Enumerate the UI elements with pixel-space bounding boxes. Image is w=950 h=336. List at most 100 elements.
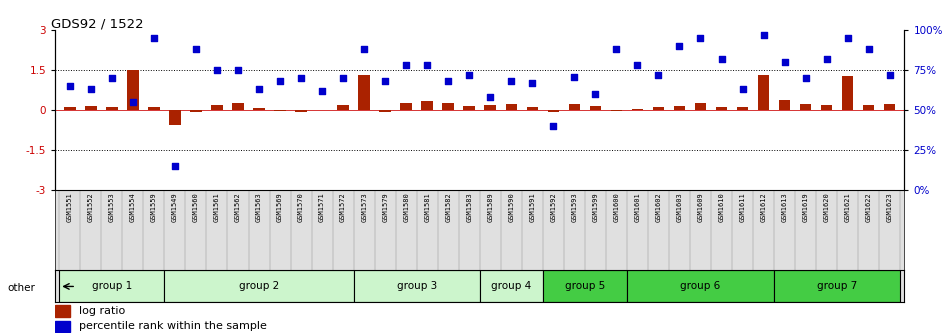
Point xyxy=(672,44,687,49)
Bar xyxy=(863,105,874,110)
Bar xyxy=(127,70,139,110)
Bar xyxy=(295,110,307,112)
Bar xyxy=(148,107,160,110)
Text: percentile rank within the sample: percentile rank within the sample xyxy=(79,321,267,331)
Bar xyxy=(353,270,480,302)
Bar xyxy=(715,107,728,110)
Text: GSM1580: GSM1580 xyxy=(403,192,409,222)
Point xyxy=(314,88,330,94)
Point xyxy=(609,47,624,52)
Point xyxy=(146,36,162,41)
Text: GSM1590: GSM1590 xyxy=(508,192,514,222)
Bar xyxy=(758,76,770,110)
Bar xyxy=(379,110,391,112)
Point xyxy=(777,59,792,65)
Text: GSM1570: GSM1570 xyxy=(298,192,304,222)
Text: GSM1589: GSM1589 xyxy=(487,192,493,222)
Point xyxy=(693,36,708,41)
Bar xyxy=(275,110,286,111)
Bar xyxy=(590,106,601,110)
Bar xyxy=(627,270,774,302)
Text: GSM1573: GSM1573 xyxy=(361,192,367,222)
Text: GSM1609: GSM1609 xyxy=(697,192,704,222)
Bar xyxy=(190,110,201,112)
Point xyxy=(883,72,898,78)
Point xyxy=(273,79,288,84)
Bar xyxy=(505,104,517,110)
Point xyxy=(798,76,813,81)
Text: GSM1593: GSM1593 xyxy=(571,192,578,222)
Bar xyxy=(59,270,164,302)
Point xyxy=(420,63,435,68)
Text: GSM1561: GSM1561 xyxy=(214,192,220,222)
Text: GDS92 / 1522: GDS92 / 1522 xyxy=(51,17,143,30)
Bar xyxy=(800,104,811,110)
Text: GSM1554: GSM1554 xyxy=(130,192,136,222)
Bar xyxy=(842,76,853,110)
Bar xyxy=(632,109,643,110)
Bar xyxy=(169,110,180,125)
Point xyxy=(167,163,182,169)
Point xyxy=(377,79,392,84)
Point xyxy=(294,76,309,81)
Text: group 4: group 4 xyxy=(491,282,531,291)
Text: GSM1611: GSM1611 xyxy=(739,192,746,222)
Text: GSM1551: GSM1551 xyxy=(66,192,73,222)
Text: log ratio: log ratio xyxy=(79,306,125,316)
Text: GSM1602: GSM1602 xyxy=(656,192,661,222)
Bar xyxy=(480,270,542,302)
Bar xyxy=(464,106,475,110)
Point xyxy=(567,74,582,79)
Text: GSM1559: GSM1559 xyxy=(151,192,157,222)
Text: GSM1599: GSM1599 xyxy=(593,192,598,222)
Bar xyxy=(674,106,685,110)
Bar xyxy=(779,100,790,110)
Bar xyxy=(86,106,97,110)
Bar xyxy=(422,101,433,110)
Text: GSM1610: GSM1610 xyxy=(718,192,725,222)
Text: GSM1553: GSM1553 xyxy=(109,192,115,222)
Text: GSM1579: GSM1579 xyxy=(382,192,389,222)
Text: GSM1621: GSM1621 xyxy=(845,192,850,222)
Text: other: other xyxy=(8,283,35,293)
Point xyxy=(62,83,77,89)
Bar xyxy=(542,270,627,302)
Bar xyxy=(611,110,622,111)
Bar xyxy=(568,104,580,110)
Point xyxy=(399,63,414,68)
Text: GSM1600: GSM1600 xyxy=(614,192,619,222)
Text: GSM1581: GSM1581 xyxy=(425,192,430,222)
Bar xyxy=(821,105,832,110)
Text: group 5: group 5 xyxy=(564,282,605,291)
Text: GSM1620: GSM1620 xyxy=(824,192,829,222)
Bar xyxy=(106,107,118,110)
Text: group 3: group 3 xyxy=(396,282,437,291)
Text: GSM1582: GSM1582 xyxy=(446,192,451,222)
Point xyxy=(231,68,246,73)
Point xyxy=(713,56,729,62)
Bar xyxy=(526,107,538,110)
Text: GSM1613: GSM1613 xyxy=(782,192,788,222)
Bar xyxy=(737,108,749,110)
Text: group 7: group 7 xyxy=(817,282,857,291)
Point xyxy=(335,76,351,81)
Bar xyxy=(884,104,896,110)
Point xyxy=(861,47,876,52)
Point xyxy=(735,87,751,92)
Text: group 6: group 6 xyxy=(680,282,721,291)
Point xyxy=(104,76,120,81)
Text: GSM1583: GSM1583 xyxy=(466,192,472,222)
Text: group 1: group 1 xyxy=(92,282,132,291)
Point xyxy=(545,123,560,129)
Text: GSM1601: GSM1601 xyxy=(635,192,640,222)
Bar xyxy=(64,107,76,110)
Point xyxy=(252,87,267,92)
Text: GSM1569: GSM1569 xyxy=(277,192,283,222)
Point xyxy=(462,72,477,78)
Bar xyxy=(443,102,454,110)
Bar xyxy=(232,102,244,110)
Point xyxy=(504,79,519,84)
Text: GSM1603: GSM1603 xyxy=(676,192,682,222)
Point xyxy=(125,99,141,105)
Text: GSM1563: GSM1563 xyxy=(256,192,262,222)
